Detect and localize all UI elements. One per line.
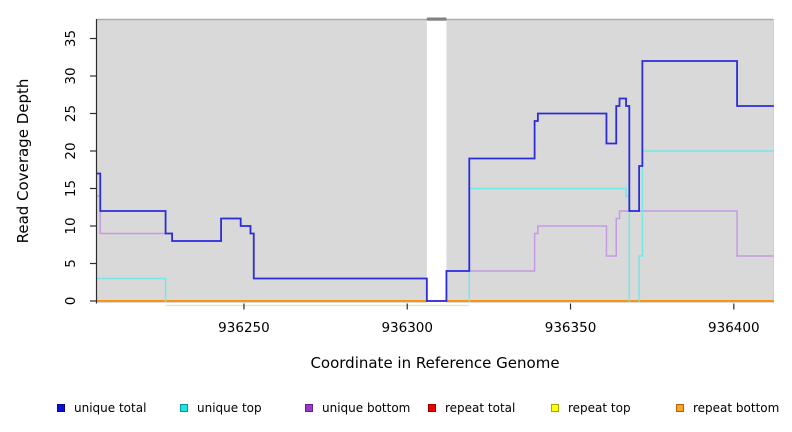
legend-item-unique-bottom: unique bottom <box>305 398 410 418</box>
legend: unique total unique top unique bottom repea… <box>0 398 792 420</box>
y-tick-label: 20 <box>63 142 79 159</box>
legend-label: repeat bottom <box>693 401 780 415</box>
x-tick-label: 936350 <box>545 320 597 336</box>
legend-swatch <box>57 404 65 412</box>
y-tick-label: 5 <box>63 259 79 268</box>
y-tick-label: 30 <box>63 67 79 84</box>
y-tick-label: 15 <box>63 180 79 197</box>
legend-swatch <box>180 404 188 412</box>
y-axis-title: Read Coverage Depth <box>14 78 32 244</box>
x-axis-title: Coordinate in Reference Genome <box>310 354 560 372</box>
legend-swatch <box>305 404 313 412</box>
legend-item-repeat-total: repeat total <box>428 398 515 418</box>
x-tick-label: 936400 <box>708 320 760 336</box>
legend-swatch <box>676 404 684 412</box>
legend-swatch <box>551 404 559 412</box>
series-unique-total <box>96 60 774 302</box>
y-tick-label: 25 <box>63 105 79 122</box>
x-tick-label: 936250 <box>218 320 270 336</box>
legend-item-unique-total: unique total <box>57 398 146 418</box>
legend-swatch <box>428 404 436 412</box>
y-tick-label: 35 <box>63 30 79 47</box>
legend-item-repeat-top: repeat top <box>551 398 631 418</box>
legend-item-unique-top: unique top <box>180 398 262 418</box>
masked-region-band <box>426 20 447 303</box>
legend-label: unique bottom <box>322 401 411 415</box>
masked-region-cap <box>426 17 447 21</box>
legend-label: unique top <box>197 401 262 415</box>
legend-label: repeat total <box>445 401 516 415</box>
legend-label: unique total <box>74 401 147 415</box>
y-tick-label: 10 <box>63 217 79 234</box>
y-tick-label: 0 <box>63 297 79 306</box>
x-tick-label: 936300 <box>381 320 433 336</box>
legend-item-repeat-bottom: repeat bottom <box>676 398 779 418</box>
legend-label: repeat top <box>568 401 631 415</box>
